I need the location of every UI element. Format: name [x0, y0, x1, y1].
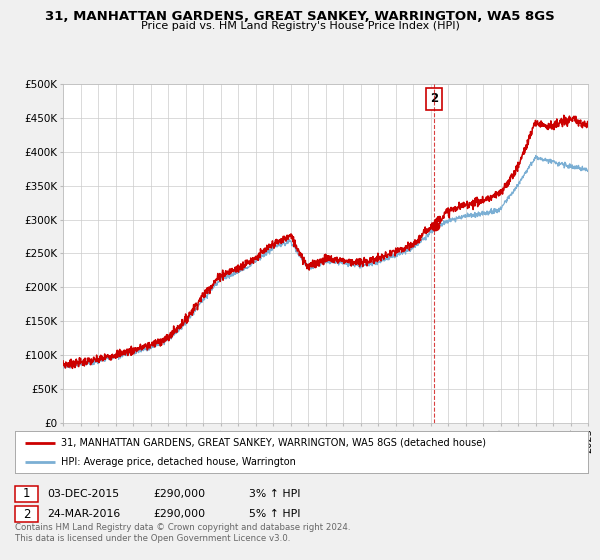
Text: 5% ↑ HPI: 5% ↑ HPI — [249, 509, 301, 519]
Text: 03-DEC-2015: 03-DEC-2015 — [47, 489, 119, 499]
Text: 2: 2 — [430, 92, 438, 105]
Text: £290,000: £290,000 — [153, 509, 205, 519]
Text: 1: 1 — [23, 487, 30, 501]
Text: 31, MANHATTAN GARDENS, GREAT SANKEY, WARRINGTON, WA5 8GS (detached house): 31, MANHATTAN GARDENS, GREAT SANKEY, WAR… — [61, 437, 486, 447]
Text: 3% ↑ HPI: 3% ↑ HPI — [249, 489, 301, 499]
Text: HPI: Average price, detached house, Warrington: HPI: Average price, detached house, Warr… — [61, 457, 296, 467]
Text: This data is licensed under the Open Government Licence v3.0.: This data is licensed under the Open Gov… — [15, 534, 290, 543]
Text: Contains HM Land Registry data © Crown copyright and database right 2024.: Contains HM Land Registry data © Crown c… — [15, 523, 350, 532]
Text: £290,000: £290,000 — [153, 489, 205, 499]
Text: 31, MANHATTAN GARDENS, GREAT SANKEY, WARRINGTON, WA5 8GS: 31, MANHATTAN GARDENS, GREAT SANKEY, WAR… — [45, 10, 555, 23]
Text: 24-MAR-2016: 24-MAR-2016 — [47, 509, 120, 519]
Text: 2: 2 — [23, 507, 30, 521]
Text: Price paid vs. HM Land Registry's House Price Index (HPI): Price paid vs. HM Land Registry's House … — [140, 21, 460, 31]
